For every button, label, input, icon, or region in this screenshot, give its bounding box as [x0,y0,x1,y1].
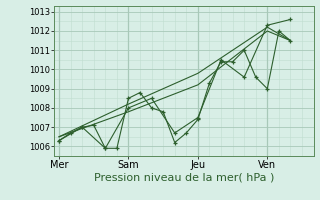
X-axis label: Pression niveau de la mer( hPa ): Pression niveau de la mer( hPa ) [94,173,274,183]
